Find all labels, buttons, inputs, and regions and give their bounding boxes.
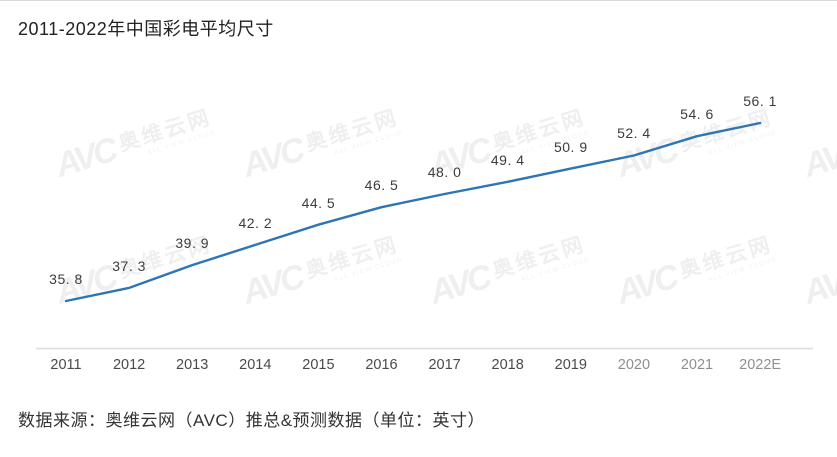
x-axis-label: 2015 [302,357,335,373]
value-label: 46. 5 [364,177,399,194]
data-source-note: 数据来源：奥维云网（AVC）推总&预测数据（单位：英寸） [18,411,486,430]
x-axis-label: 2013 [176,357,209,373]
value-label: 42. 2 [238,214,273,231]
watermark-tagline: ALL VIEW CLOUD [707,256,778,284]
value-label: 56. 1 [743,93,777,109]
x-axis-label: 2020 [617,357,651,373]
watermark-avc-logo: AVC [237,130,307,185]
x-axis-label: 2014 [239,357,272,373]
value-label: 44. 5 [301,194,336,211]
watermark-avc-logo: AVC [611,257,681,312]
watermark-tagline: ALL VIEW CLOUD [520,256,591,284]
watermark-name-block: 奥维云网 ALL VIEW CLOUD [302,230,404,291]
x-axis-label: 2021 [680,357,714,373]
watermark-name: 奥维云网 [489,232,589,283]
value-label: 35. 8 [49,271,83,287]
trend-line [64,121,762,303]
watermark-name: 奥维云网 [115,105,215,156]
watermark-name: 奥维云网 [676,232,776,283]
watermark-name-block: 奥维云网 ALL VIEW CLOUD [489,230,591,291]
watermark-avc-logo: AVC [424,257,494,312]
watermark-tagline: ALL VIEW CLOUD [146,129,217,157]
value-label: 39. 9 [175,235,210,252]
watermark-avc-logo: AVC [50,130,120,185]
x-axis-label: 2022E [739,357,782,373]
watermark-name: 奥维云网 [302,232,402,283]
watermark-name: 奥维云网 [302,105,402,156]
value-label: 48. 0 [427,164,462,181]
x-axis-label: 2018 [491,357,524,373]
chart-title: 2011-2022年中国彩电平均尺寸 [18,19,274,39]
x-axis-label: 2019 [554,357,587,373]
watermark-avc-logo: AVC [237,257,307,312]
x-axis-label: 2011 [50,357,82,373]
watermark-avc-logo: AVC [798,130,837,185]
watermark-avc-logo: AVC [798,257,837,312]
watermark-name-block: 奥维云网 ALL VIEW CLOUD [302,103,404,164]
value-label: 52. 4 [617,125,651,142]
watermark-name-block: 奥维云网 ALL VIEW CLOUD [676,230,778,291]
x-axis-label: 2016 [365,357,398,373]
value-label: 49. 4 [490,151,525,168]
watermark-tagline: ALL VIEW CLOUD [333,256,404,284]
value-label: 37. 3 [112,257,146,274]
x-axis-label: 2017 [428,357,461,373]
watermark-tagline: ALL VIEW CLOUD [707,129,778,157]
watermark-name-block: 奥维云网 ALL VIEW CLOUD [115,103,217,164]
watermark-tagline: ALL VIEW CLOUD [333,129,404,157]
x-axis-label: 2012 [112,357,146,373]
value-label: 54. 6 [680,106,714,123]
value-label: 50. 9 [553,138,588,155]
